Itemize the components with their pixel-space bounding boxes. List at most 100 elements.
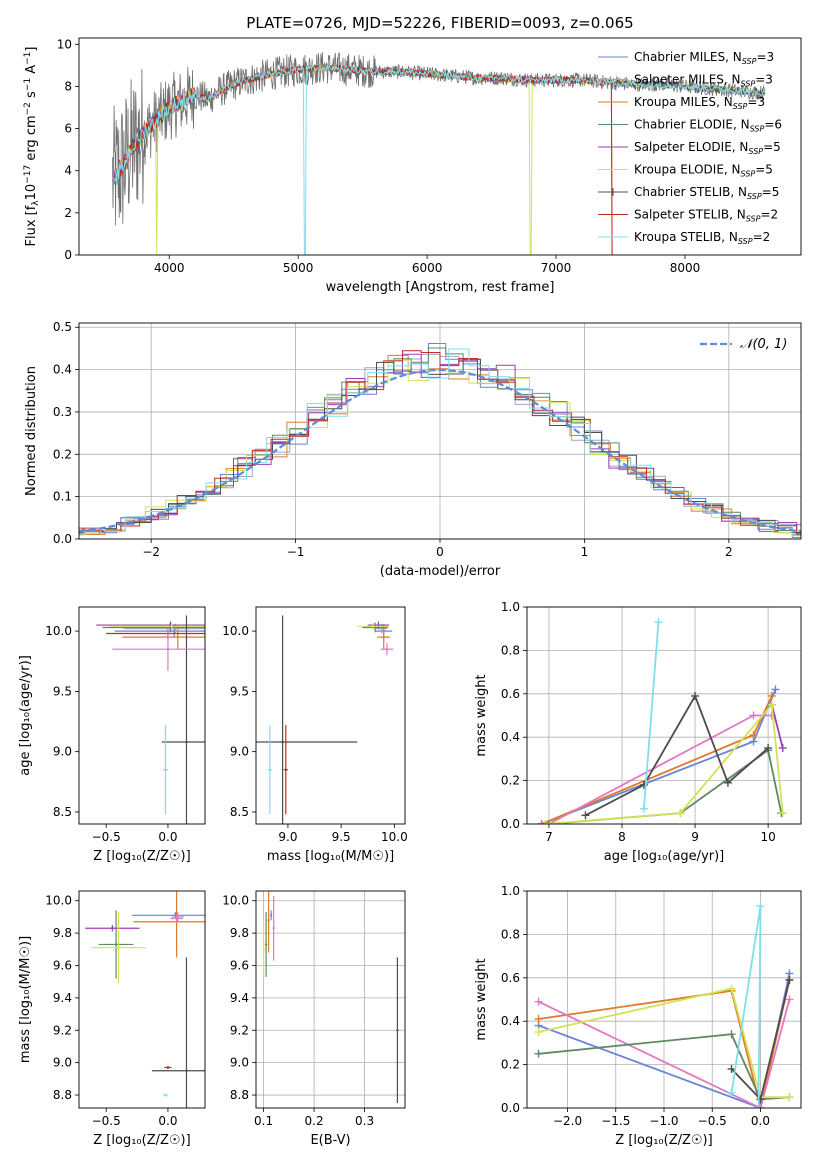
spectrum-frame — [78, 37, 802, 256]
data-point-5 — [371, 625, 375, 628]
data-point-8 — [268, 768, 272, 771]
y-label-part: ] — [24, 47, 39, 52]
legend-label: Salpeter ELODIE, NSSP=5 — [634, 140, 781, 156]
legend-n: , N — [724, 163, 741, 177]
data-point-5 — [396, 1029, 399, 1032]
legend-label: Chabrier ELODIE, NSSP=6 — [634, 118, 782, 134]
y-tick-label: 10.0 — [45, 894, 72, 908]
y-tick-label: 1.0 — [501, 600, 520, 614]
legend-equals: = — [755, 163, 765, 177]
histogram-series-6 — [79, 358, 801, 534]
y-label-part: 10 — [24, 184, 39, 201]
x-tick-label: 10 — [760, 830, 775, 844]
legend-series-name: Chabrier ELODIE — [634, 118, 733, 132]
y-tick-label: 0.6 — [501, 687, 520, 701]
y-label-part: λ — [31, 200, 41, 206]
x-tick-label: 0.3 — [355, 1114, 374, 1128]
weight-line-3 — [538, 1033, 790, 1101]
legend-series-name: Chabrier STELIB — [634, 185, 730, 199]
x-tick-label: −1 — [287, 545, 305, 559]
legend-ssp-subscript: SSP — [738, 237, 753, 246]
legend-n: , N — [732, 140, 749, 154]
legend-equals: = — [763, 140, 773, 154]
y-tick-label: 0.8 — [501, 643, 520, 657]
y-tick-label: 9.5 — [230, 684, 249, 698]
legend-n: , N — [724, 73, 741, 87]
x-axis-label: age [log₁₀(age/yr)] — [604, 849, 725, 864]
legend-equals: = — [764, 118, 774, 132]
data-point-3 — [374, 626, 377, 629]
x-tick-label: 9.0 — [278, 830, 297, 844]
y-tick-label: 10.0 — [222, 894, 249, 908]
mass_vs_Z-frame — [78, 890, 206, 1109]
legend-nssp-value: 5 — [772, 185, 780, 199]
data-point-5 — [170, 625, 173, 628]
data-point-0 — [172, 629, 176, 633]
y-tick-label: 8 — [64, 79, 72, 93]
y-tick-label: 0.6 — [501, 971, 520, 985]
residuals-frame — [78, 322, 802, 540]
data-point-2 — [382, 635, 385, 639]
y-tick-label: 0.1 — [53, 490, 72, 504]
y-tick-label: 0.3 — [53, 405, 72, 419]
legend-n: , N — [716, 95, 733, 109]
age_vs_mass-panel: 9.0 9.5 10.0 8.5 9.0 9.5 10.0 mass [log₁₀(M/M☉)… — [222, 606, 408, 864]
weight_vs_Z-panel: −2.0 −1.5 −1.0 −0.5 0.0 0.0 0.2 0.4 0.6 0.8 1.0 Z [… — [474, 884, 802, 1148]
x-tick-label: 0.1 — [254, 1114, 273, 1128]
data-point-1 — [176, 915, 180, 919]
x-tick-label: 0.2 — [305, 1114, 324, 1128]
data-point-5 — [117, 946, 120, 949]
x-axis-label: (data-model)/error — [380, 564, 501, 579]
data-point-6 — [185, 740, 188, 744]
x-tick-label: 0 — [436, 545, 444, 559]
legend-label: Kroupa STELIB, NSSP=2 — [634, 230, 770, 246]
x-axis-label: E(B-V) — [310, 1133, 350, 1148]
y-tick-label: 0.0 — [53, 532, 72, 546]
legend-equals: = — [753, 230, 763, 244]
y-axis-label: mass weight — [474, 674, 489, 756]
y-tick-label: 9.0 — [53, 745, 72, 759]
legend-nssp-value: 3 — [765, 73, 773, 87]
legend-series-name: Salpeter MILES — [634, 73, 724, 87]
y-tick-label: 9.2 — [53, 1023, 72, 1037]
y-tick-label: 10.0 — [222, 624, 249, 638]
legend-nssp-value: 2 — [763, 230, 771, 244]
y-tick-label: 0.2 — [501, 1058, 520, 1072]
x-tick-label: 8 — [618, 830, 626, 844]
legend-ssp-subscript: SSP — [746, 215, 761, 224]
data-point-9 — [385, 647, 389, 651]
x-tick-label: 2 — [725, 545, 733, 559]
mass_vs_Z-plot-area — [85, 891, 205, 1108]
mass_vs_EBV-frame — [255, 890, 406, 1109]
y-tick-label: 9.8 — [230, 926, 249, 940]
data-point-9 — [166, 647, 170, 651]
legend-nssp-value: 5 — [765, 163, 773, 177]
y-tick-label: 2 — [64, 206, 72, 220]
legend-ssp-subscript: SSP — [741, 170, 756, 179]
y-tick-label: 10.0 — [45, 624, 72, 638]
y-tick-label: 9.0 — [230, 745, 249, 759]
legend-series-name: Salpeter ELODIE — [634, 140, 732, 154]
x-tick-label: −1.5 — [601, 1114, 630, 1128]
legend-ssp-subscript: SSP — [742, 57, 757, 66]
x-axis-label: wavelength [Angstrom, rest frame] — [326, 280, 555, 295]
legend-equals: = — [762, 185, 772, 199]
y-tick-label: 0.4 — [501, 1014, 520, 1028]
x-tick-label: 1 — [581, 545, 589, 559]
weight-line-4 — [538, 987, 790, 1099]
weight-line-7 — [643, 622, 660, 809]
legend-ssp-subscript: SSP — [748, 147, 763, 156]
weight_vs_Z-plot-area — [534, 902, 794, 1108]
legend-series-name: Kroupa MILES — [634, 95, 716, 109]
data-point-6 — [185, 1069, 188, 1072]
y-tick-label: 8.5 — [53, 805, 72, 819]
y-tick-label: 9.2 — [230, 1023, 249, 1037]
y-tick-label: 8.8 — [53, 1088, 72, 1102]
y-label-part: s — [24, 91, 39, 102]
weight-line-4 — [770, 704, 784, 749]
y-tick-label: 0.2 — [501, 774, 520, 788]
legend-nssp-value: 2 — [771, 208, 779, 222]
y-label-part: A — [24, 65, 39, 78]
y-label-part: −17 — [23, 165, 33, 184]
